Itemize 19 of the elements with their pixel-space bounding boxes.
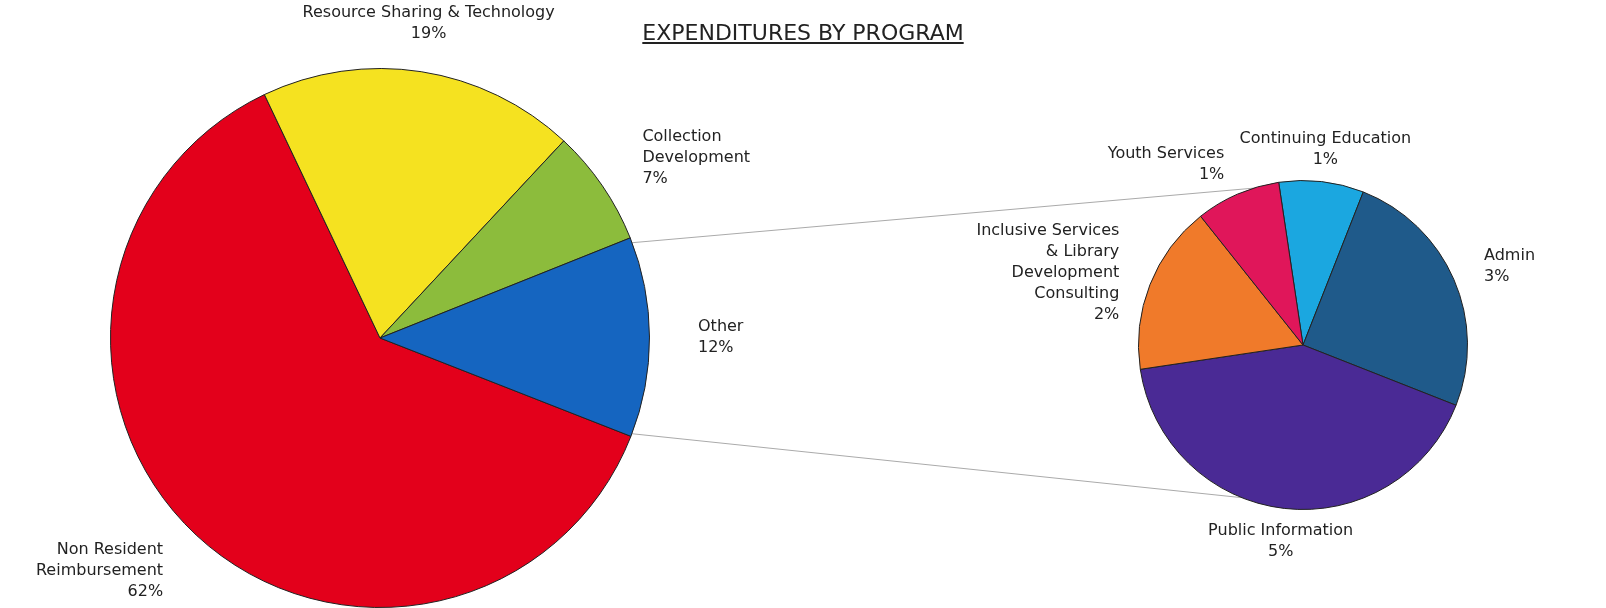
slice-label: Collection Development xyxy=(642,126,751,167)
slice-label: Inclusive Services & Library Development Consulting xyxy=(976,219,1120,302)
slice-label: Continuing Education xyxy=(1239,127,1412,147)
data-label: 12% xyxy=(698,336,734,356)
data-label: 3% xyxy=(1484,265,1510,285)
slice-label: Resource Sharing & Technology xyxy=(302,2,555,22)
slice-label: Other xyxy=(698,315,744,335)
data-label: 1% xyxy=(1198,163,1225,183)
data-label: 1% xyxy=(1312,148,1339,168)
data-label: 7% xyxy=(642,168,668,188)
slice-label: Admin xyxy=(1484,244,1536,264)
data-label: 2% xyxy=(1093,303,1120,323)
text: EXPENDITURES BY PROGRAM xyxy=(642,20,964,45)
data-label: 5% xyxy=(1267,540,1294,560)
data-label: 19% xyxy=(410,23,447,43)
data-label: 62% xyxy=(127,580,164,600)
slice-label: Public Information xyxy=(1208,519,1354,539)
slice-label: Youth Services xyxy=(1106,142,1225,162)
slice-label: Non Resident Reimbursement xyxy=(35,538,164,579)
